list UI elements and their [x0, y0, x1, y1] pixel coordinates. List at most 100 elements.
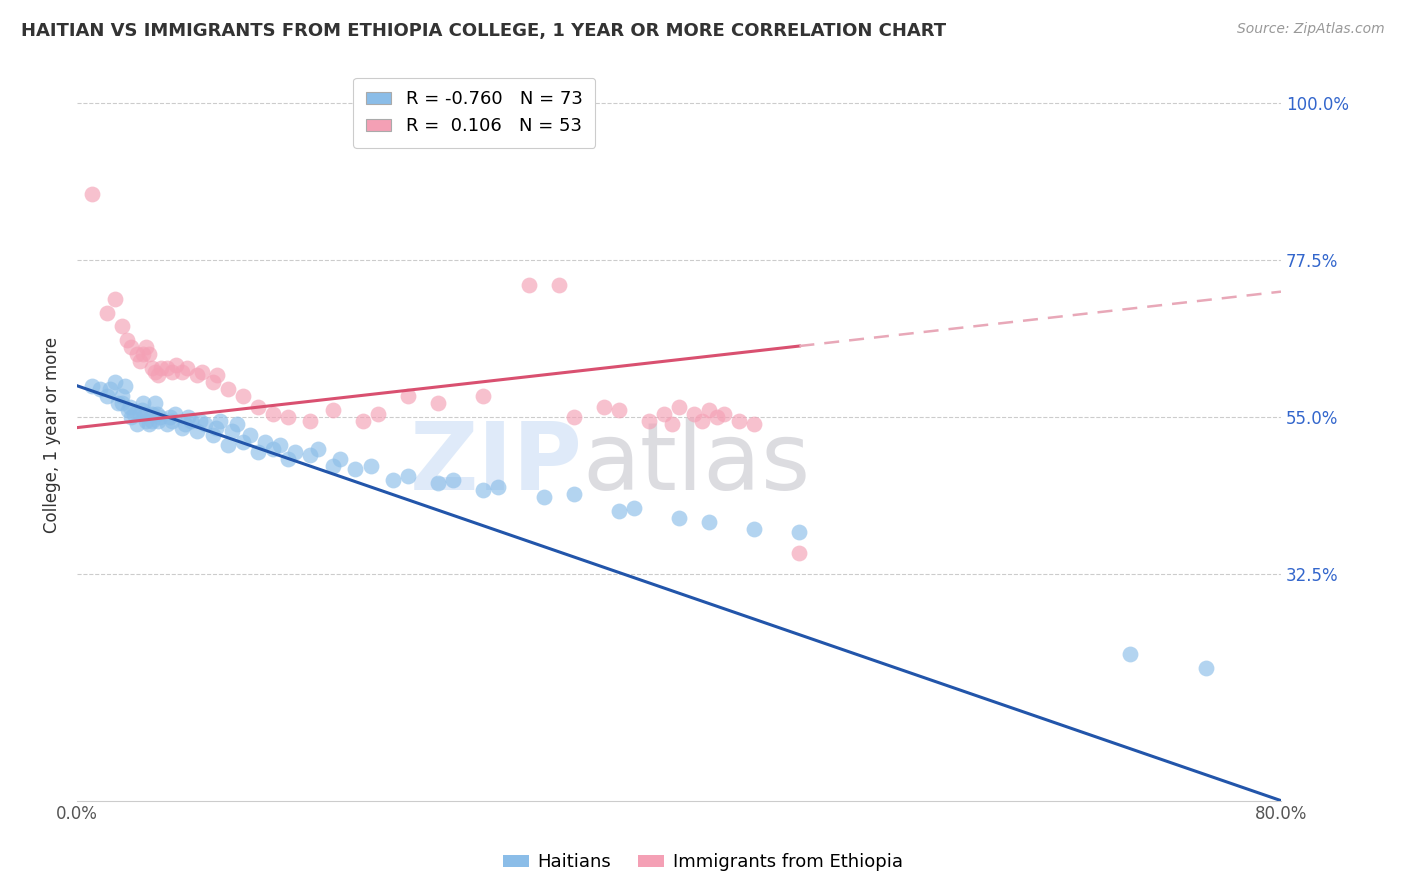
Point — [134, 407, 156, 421]
Point — [360, 458, 382, 473]
Point — [262, 407, 284, 421]
Point — [225, 417, 247, 431]
Point — [107, 396, 129, 410]
Point — [111, 396, 134, 410]
Text: Source: ZipAtlas.com: Source: ZipAtlas.com — [1237, 22, 1385, 37]
Point — [138, 417, 160, 431]
Point — [190, 414, 212, 428]
Point — [160, 414, 183, 428]
Point — [156, 417, 179, 431]
Point — [141, 414, 163, 428]
Point — [547, 277, 569, 292]
Point — [124, 407, 146, 421]
Text: ZIP: ZIP — [409, 417, 582, 510]
Point — [138, 347, 160, 361]
Point — [1195, 661, 1218, 675]
Point — [118, 400, 141, 414]
Point — [1119, 647, 1142, 661]
Point — [427, 396, 450, 410]
Point — [165, 358, 187, 372]
Point — [652, 407, 675, 421]
Point — [111, 319, 134, 334]
Point — [127, 417, 149, 431]
Point — [129, 354, 152, 368]
Point — [277, 410, 299, 425]
Point — [607, 403, 630, 417]
Point — [697, 403, 720, 417]
Point — [149, 410, 172, 425]
Point — [269, 438, 291, 452]
Point — [232, 389, 254, 403]
Point — [562, 487, 585, 501]
Point — [96, 389, 118, 403]
Point — [533, 491, 555, 505]
Point — [201, 376, 224, 390]
Point — [143, 365, 166, 379]
Point — [217, 438, 239, 452]
Point — [174, 417, 197, 431]
Point — [488, 480, 510, 494]
Point — [89, 382, 111, 396]
Point — [82, 378, 104, 392]
Point — [789, 525, 811, 540]
Point — [683, 407, 706, 421]
Point — [117, 403, 139, 417]
Legend: R = -0.760   N = 73, R =  0.106   N = 53: R = -0.760 N = 73, R = 0.106 N = 53 — [353, 78, 595, 148]
Point — [221, 424, 243, 438]
Point — [367, 407, 389, 421]
Point — [82, 187, 104, 202]
Point — [472, 389, 495, 403]
Point — [254, 434, 277, 449]
Point — [697, 515, 720, 529]
Point — [472, 483, 495, 498]
Point — [329, 452, 352, 467]
Point — [191, 365, 214, 379]
Point — [120, 410, 142, 425]
Text: HAITIAN VS IMMIGRANTS FROM ETHIOPIA COLLEGE, 1 YEAR OR MORE CORRELATION CHART: HAITIAN VS IMMIGRANTS FROM ETHIOPIA COLL… — [21, 22, 946, 40]
Point — [201, 427, 224, 442]
Point — [427, 476, 450, 491]
Point — [132, 347, 155, 361]
Point — [177, 410, 200, 425]
Point — [135, 340, 157, 354]
Point — [232, 434, 254, 449]
Point — [172, 420, 194, 434]
Point — [728, 414, 751, 428]
Point — [607, 504, 630, 518]
Point — [132, 396, 155, 410]
Point — [129, 407, 152, 421]
Point — [204, 420, 226, 434]
Point — [131, 403, 153, 417]
Point — [352, 414, 374, 428]
Point — [209, 414, 232, 428]
Point — [159, 410, 181, 425]
Point — [150, 361, 173, 376]
Point — [396, 469, 419, 483]
Point — [299, 449, 322, 463]
Point — [156, 361, 179, 376]
Point — [322, 458, 344, 473]
Point — [246, 400, 269, 414]
Point — [246, 445, 269, 459]
Point — [668, 511, 690, 525]
Point — [344, 462, 367, 476]
Point — [239, 427, 262, 442]
Point — [299, 414, 322, 428]
Point — [114, 378, 136, 392]
Point — [148, 414, 170, 428]
Point — [706, 410, 728, 425]
Point — [115, 334, 138, 348]
Point — [382, 473, 405, 487]
Point — [120, 340, 142, 354]
Point — [186, 368, 208, 383]
Point — [396, 389, 419, 403]
Point — [143, 396, 166, 410]
Point — [742, 522, 765, 536]
Point — [742, 417, 765, 431]
Point — [127, 347, 149, 361]
Point — [148, 368, 170, 383]
Point — [163, 407, 186, 421]
Point — [186, 424, 208, 438]
Point — [141, 361, 163, 376]
Point — [176, 361, 198, 376]
